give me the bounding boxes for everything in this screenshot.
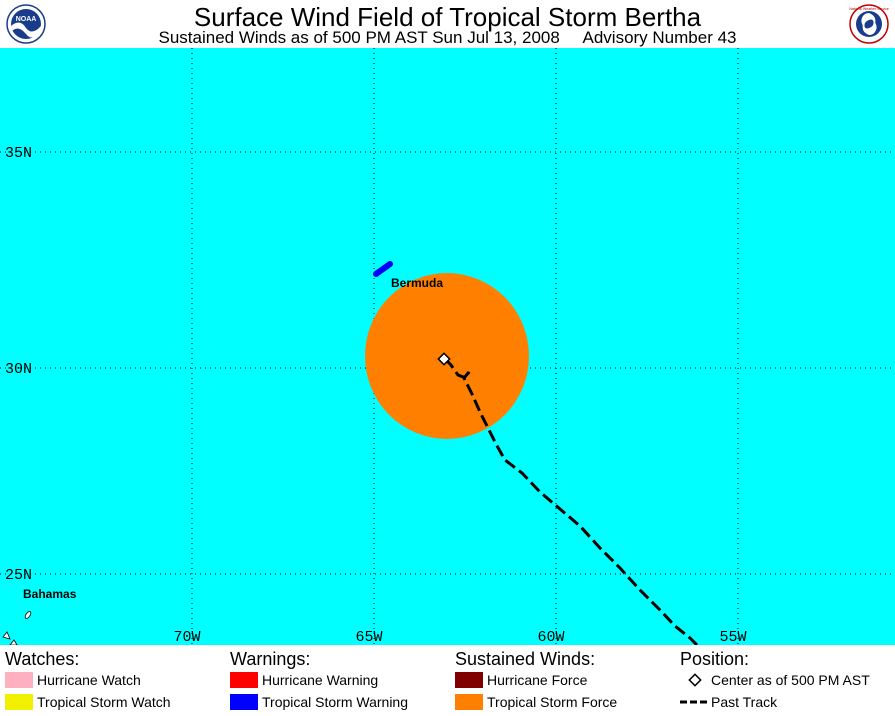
legend-winds-heading: Sustained Winds:: [455, 649, 596, 669]
tropical-storm-warning-label: Tropical Storm Warning: [262, 694, 409, 710]
tropical-storm-force-swatch: [455, 694, 483, 710]
svg-text:NOAA: NOAA: [16, 16, 37, 23]
lat-label-35n: 35N: [5, 145, 32, 162]
graticule: [0, 48, 895, 645]
legend-position-heading: Position:: [680, 649, 750, 669]
lon-label-65w: 65W: [355, 629, 382, 645]
hurricane-force-label: Hurricane Force: [487, 672, 588, 688]
noaa-logo: NOAA: [6, 4, 46, 44]
past-track-label: Past Track: [711, 694, 778, 710]
header: NOAA Surface Wind Field of Tropical Stor…: [0, 0, 895, 48]
storm-center-marker: [437, 352, 451, 366]
lon-label-55w: 55W: [719, 629, 746, 645]
tropical-storm-watch-swatch: [5, 694, 33, 710]
past-track: [443, 357, 699, 645]
past-track-icon: [680, 700, 710, 704]
nws-logo: National Weather Service: [849, 4, 889, 44]
map-subtitle: Sustained Winds as of 500 PM AST Sun Jul…: [158, 28, 737, 47]
bermuda-tropical-storm-warning: [373, 261, 393, 277]
bahamas-islands: [2, 611, 32, 645]
tropical-storm-warning-swatch: [230, 694, 258, 710]
tropical-storm-force-label: Tropical Storm Force: [487, 694, 618, 710]
svg-text:National Weather Service: National Weather Service: [849, 7, 889, 11]
center-position-label: Center as of 500 PM AST: [711, 672, 870, 688]
bermuda-label: Bermuda: [391, 276, 443, 290]
legend-watches-heading: Watches:: [5, 649, 80, 669]
lat-label-25n: 25N: [5, 567, 32, 584]
bahamas-label: Bahamas: [23, 587, 77, 601]
hurricane-warning-swatch: [230, 672, 258, 688]
hurricane-watch-label: Hurricane Watch: [37, 672, 141, 688]
hurricane-warning-label: Hurricane Warning: [262, 672, 379, 688]
lon-label-60w: 60W: [537, 629, 564, 645]
hurricane-watch-swatch: [5, 672, 33, 688]
map-title: Surface Wind Field of Tropical Storm Ber…: [193, 2, 702, 32]
legend: Watches: Hurricane Watch Tropical Storm …: [0, 645, 895, 716]
hurricane-force-swatch: [455, 672, 483, 688]
lon-label-70w: 70W: [173, 629, 200, 645]
tropical-storm-watch-label: Tropical Storm Watch: [37, 694, 171, 710]
legend-warnings-heading: Warnings:: [230, 649, 311, 669]
lat-label-30n: 30N: [5, 361, 32, 378]
center-marker-icon: [688, 673, 702, 687]
storm-map: Bermuda Bahamas 35N 30N 25N 70W 65W 60W …: [0, 48, 895, 645]
